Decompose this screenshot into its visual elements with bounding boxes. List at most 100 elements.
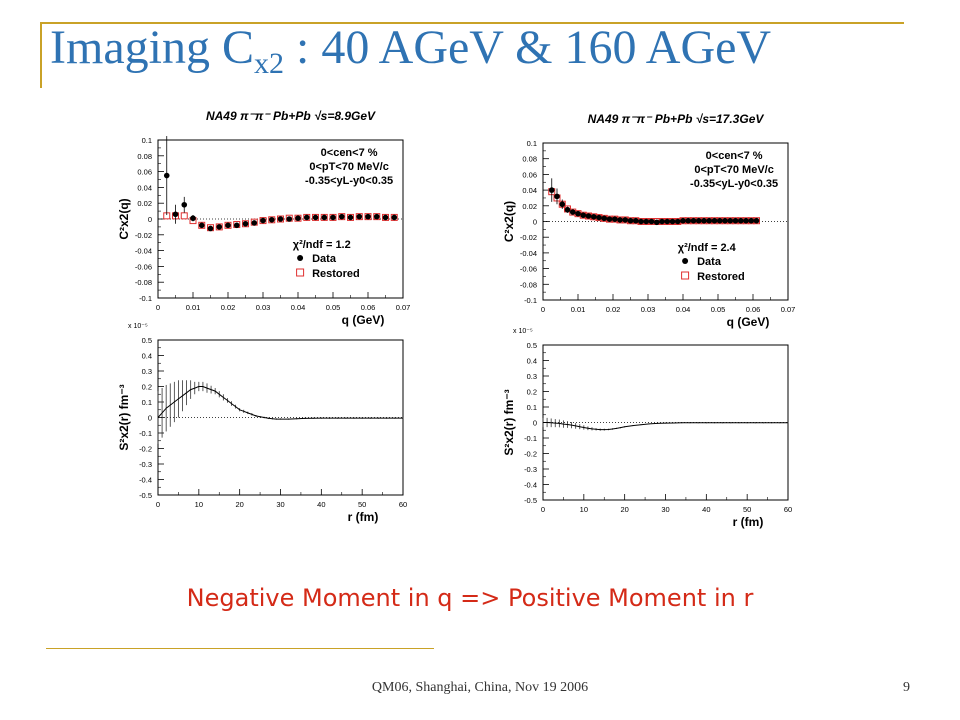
y-tick-label: -0.3 [139,460,152,469]
y-tick-label: -0.06 [135,262,152,271]
data-point [664,218,671,225]
data-point [585,213,592,219]
x-tick-label: 0.02 [606,305,621,314]
legend-data-marker [682,258,689,264]
x-tick-label: 0.01 [571,305,586,314]
cut-annotation: 0<cen<7 % [321,147,378,159]
x-tick-label: 0.01 [186,303,201,312]
data-point [617,217,623,223]
chi2-annotation: χ²/ndf = 1.2 [293,239,351,251]
y-tick-label: -0.2 [139,445,152,454]
data-point [181,201,188,208]
data-point [701,217,707,224]
y-tick-label: -0.2 [524,450,537,459]
y-tick-label: -0.02 [520,233,537,242]
y-tick-label: 0 [533,218,537,227]
data-point [233,222,240,229]
legend-data-marker [297,255,304,261]
x-tick-label: 20 [235,500,243,509]
y-tick-label: 0.4 [527,357,537,366]
data-point [606,216,613,222]
data-point [251,220,258,226]
data-point [706,217,713,224]
restored-point [329,213,337,221]
data-point [743,217,749,224]
y-tick-label: 0.1 [527,403,537,412]
data-point [695,217,702,224]
data-point [391,214,398,221]
x-axis-label: q (GeV) [342,313,385,327]
title-main: Imaging C [50,21,254,74]
y-tick-label: -0.4 [139,476,152,485]
restored-point [180,212,188,220]
y-tick-label: -0.08 [135,278,152,287]
legend-restored-label: Restored [312,268,360,280]
y-tick-label: 0.06 [137,168,152,177]
slide-footer: QM06, Shanghai, China, Nov 19 2006 [371,680,589,695]
y-axis-label: S²x2(r) fm⁻³ [117,384,131,450]
y-tick-label: 0.1 [527,139,537,148]
x-tick-label: 0.03 [641,305,656,314]
y-tick-label: 0.5 [527,341,537,350]
y-axis-label: C²x2(q) [117,198,131,239]
restored-point [312,213,319,221]
data-point [737,217,744,224]
restored-point [303,213,311,221]
y-tick-label: -0.5 [139,491,152,500]
y-tick-label: 0.04 [137,183,152,192]
x-tick-label: 10 [580,505,588,514]
data-point [295,215,301,222]
top-accent-line [40,22,904,24]
cut-annotation: -0.35<yL-y0<0.35 [305,175,393,187]
restored-point [268,216,276,224]
y-tick-label: 0.04 [522,186,537,195]
x-axis-label: r (fm) [733,515,764,529]
data-point [601,215,608,222]
data-point [643,218,650,225]
data-point [596,214,602,221]
x-tick-label: 0 [541,305,545,314]
y-tick-label: -0.1 [139,294,152,303]
data-point [732,217,739,224]
restored-point [198,221,206,229]
slide-caption: Negative Moment in q => Positive Moment … [186,584,754,612]
chi2-annotation: χ²/ndf = 2.4 [678,242,737,254]
y-tick-label: 0 [533,419,537,428]
legend-restored-label: Restored [697,271,745,283]
y-tick-label: -0.04 [135,247,152,256]
y-tick-label: 0 [148,215,152,224]
data-point [382,214,389,221]
data-point [172,211,179,218]
y-tick-label: -0.4 [524,481,537,490]
y-tick-label: -0.3 [524,465,537,474]
restored-point [320,213,328,221]
y-tick-label: -0.5 [524,496,537,505]
data-point [632,217,639,224]
data-point [207,225,214,232]
data-point [554,193,560,200]
x-tick-label: 40 [317,500,325,509]
y-tick-label: 0.5 [142,336,152,345]
data-point [198,222,205,229]
x-tick-label: 0 [541,505,545,514]
restored-point [364,213,372,221]
slide-title: Imaging Cx2 : 40 AGeV & 160 AGeV [50,24,771,79]
data-point [373,213,380,220]
data-point [277,216,284,222]
chart-header: NA49 π⁻π⁻ Pb+Pb √s=8.9GeV [206,109,376,123]
y-tick-label: -0.08 [520,280,537,289]
y-axis-label: C²x2(q) [502,201,516,242]
restored-point [382,213,389,221]
y-tick-label: -0.1 [139,429,152,438]
data-point [321,214,328,221]
x-tick-label: 50 [358,500,366,509]
chart-header: NA49 π⁻π⁻ Pb+Pb √s=17.3GeV [588,112,765,126]
data-point [575,210,581,217]
legend-restored-marker [681,271,690,280]
y-tick-label: -0.04 [520,249,537,258]
y-tick-label: 0.4 [142,352,152,361]
data-point [622,217,629,223]
x-tick-label: 30 [661,505,669,514]
restored-point [355,213,363,221]
restored-point [224,221,232,229]
